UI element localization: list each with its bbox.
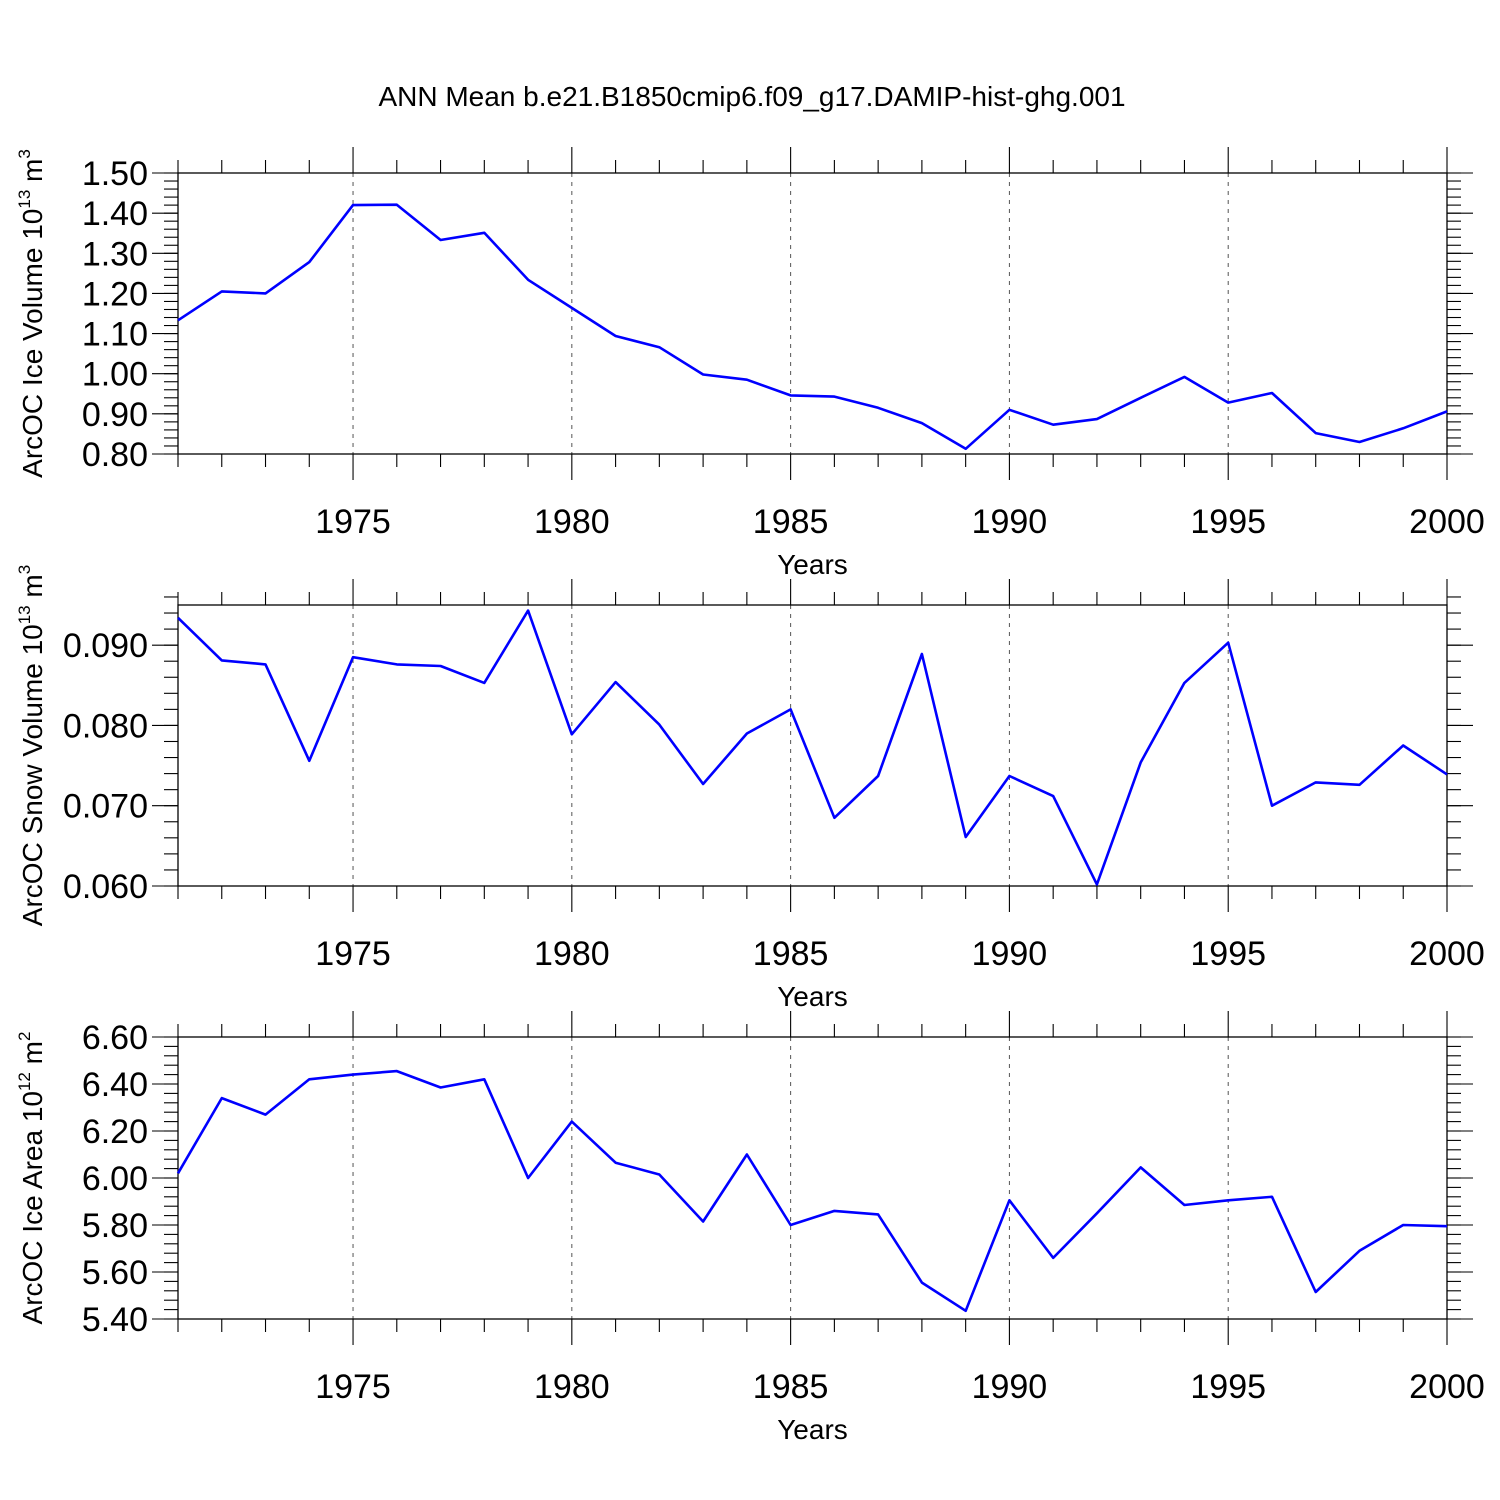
y-tick-label: 0.070 bbox=[63, 788, 148, 826]
y-tick-label: 1.10 bbox=[82, 316, 148, 354]
y-axis-label: ArcOC Ice Volume 1013 m3 bbox=[15, 149, 48, 478]
x-axis-label: Years bbox=[777, 1414, 848, 1445]
y-tick-label: 1.40 bbox=[82, 195, 148, 233]
x-tick-label: 2000 bbox=[1409, 503, 1485, 541]
y-tick-label: 6.60 bbox=[82, 1019, 148, 1057]
panel-ice-area: 5.40 5.60 5.80 6.00 6.20 6.40 6.60 1975 1980 1985… bbox=[15, 1011, 1485, 1445]
y-axis-label: ArcOC Snow Volume 1013 m3 bbox=[15, 565, 48, 926]
x-tick-label: 1995 bbox=[1190, 503, 1266, 541]
y-tick-label: 1.30 bbox=[82, 235, 148, 273]
y-tick-label: 0.90 bbox=[82, 396, 148, 434]
x-tick-label: 1990 bbox=[972, 935, 1048, 973]
y-tick-label: 1.00 bbox=[82, 356, 148, 394]
y-tick-label: 0.080 bbox=[63, 707, 148, 745]
y-tick-label: 1.20 bbox=[82, 275, 148, 313]
x-tick-label: 1990 bbox=[972, 503, 1048, 541]
x-axis-label: Years bbox=[777, 981, 848, 1012]
plot-frame bbox=[177, 172, 1448, 455]
y-tick-label: 0.80 bbox=[82, 436, 148, 474]
y-tick-label: 5.60 bbox=[82, 1254, 148, 1292]
panel-ice-volume: 0.800.901.001.101.201.301.401.50 1975 1980… bbox=[15, 147, 1485, 580]
x-tick-label: 1980 bbox=[534, 1368, 610, 1406]
y-tick-label: 0.060 bbox=[63, 868, 148, 906]
y-tick-label: 6.00 bbox=[82, 1160, 148, 1198]
y-tick-label: 5.40 bbox=[82, 1301, 148, 1339]
x-tick-label: 1990 bbox=[972, 1368, 1048, 1406]
x-tick-label: 1975 bbox=[315, 503, 391, 541]
x-tick-label: 1975 bbox=[315, 935, 391, 973]
y-tick-label: 6.40 bbox=[82, 1066, 148, 1104]
y-tick-label: 6.20 bbox=[82, 1113, 148, 1151]
x-axis-label: Years bbox=[777, 549, 848, 580]
y-tick-label: 1.50 bbox=[82, 155, 148, 193]
series-line-snow-volume bbox=[177, 609, 1448, 886]
y-tick-label: 0.090 bbox=[63, 627, 148, 665]
x-tick-label: 1985 bbox=[753, 503, 829, 541]
x-tick-label: 2000 bbox=[1409, 935, 1485, 973]
series-line-ice-volume bbox=[177, 203, 1448, 451]
chart-title: ANN Mean b.e21.B1850cmip6.f09_g17.DAMIP-… bbox=[378, 81, 1125, 112]
y-tick-label: 5.80 bbox=[82, 1207, 148, 1245]
panel-snow-volume: 0.060 0.070 0.080 0.090 1975 1980 1985 1990 1995… bbox=[15, 565, 1485, 1012]
plot-frame bbox=[177, 604, 1448, 887]
x-tick-label: 1980 bbox=[534, 935, 610, 973]
x-tick-label: 1985 bbox=[753, 1368, 829, 1406]
x-tick-label: 2000 bbox=[1409, 1368, 1485, 1406]
x-tick-label: 1995 bbox=[1190, 1368, 1266, 1406]
series-line-ice-area bbox=[176, 1069, 1448, 1313]
y-axis-label: ArcOC Ice Area 1012 m2 bbox=[15, 1032, 48, 1325]
plot-frame bbox=[177, 1036, 1448, 1320]
x-tick-label: 1980 bbox=[534, 503, 610, 541]
x-tick-label: 1985 bbox=[753, 935, 829, 973]
x-tick-label: 1975 bbox=[315, 1368, 391, 1406]
x-tick-label: 1995 bbox=[1190, 935, 1266, 973]
